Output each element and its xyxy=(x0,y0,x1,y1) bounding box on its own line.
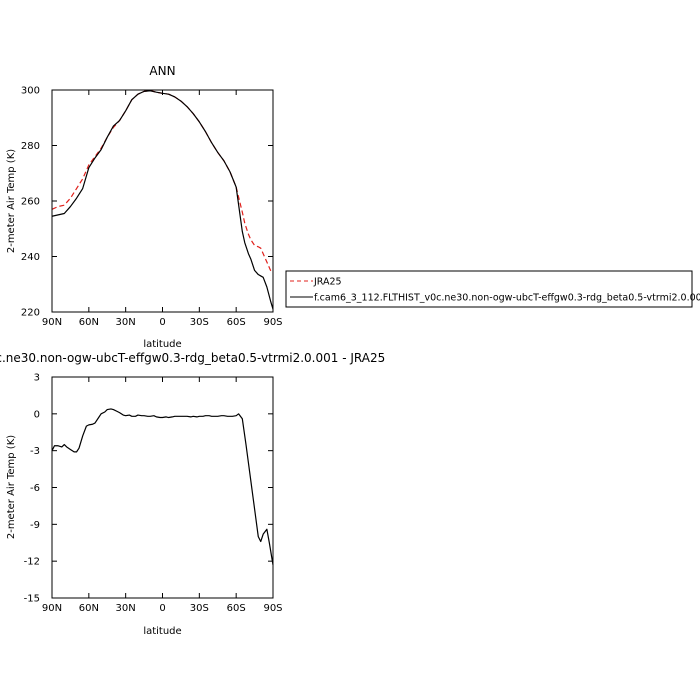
panel-1-x-tick-label: 90S xyxy=(263,317,282,328)
panel-1-x-axis-title: latitude xyxy=(143,339,181,350)
panel-2-x-tick-label: 30S xyxy=(190,603,209,614)
panel-1-series-line-2 xyxy=(51,90,274,310)
panel-2-y-tick-label: 3 xyxy=(34,373,40,384)
panel-1-y-tick-label: 260 xyxy=(21,197,40,208)
panel-2-x-tick-label: 90N xyxy=(42,603,62,614)
panel-2-x-axis-title: latitude xyxy=(143,626,181,637)
panel-1-x-tick-label: 30S xyxy=(190,317,209,328)
panel-2-x-tick-label: 90S xyxy=(263,603,282,614)
panel-1-x-tick-label: 90N xyxy=(42,317,62,328)
panel-2-x-tick-label: 60S xyxy=(227,603,246,614)
panel-2-x-tick-label: 60N xyxy=(79,603,99,614)
panel-2-y-tick-label: 0 xyxy=(34,409,40,420)
panel-1-y-tick-label: 300 xyxy=(21,86,40,97)
panel-1-frame xyxy=(51,89,274,313)
legend-label-jra25: JRA25 xyxy=(313,277,342,288)
panel-1-y-axis-title: 2-meter Air Temp (K) xyxy=(6,149,17,253)
panel-2-y-tick-label: -12 xyxy=(24,557,40,568)
panel-1-y-tick-label: 240 xyxy=(21,252,40,263)
panel-annual-temperature: ANN 90N 60N 30N 0 30S 60S 90S 220 240 260 280 300 l… xyxy=(6,64,700,350)
panel-2-series-line-1 xyxy=(51,408,274,565)
panel-2-plot-area: 90N 60N 30N 0 30S 60S 90S -15 -12 -9 -6 -3 0 3 xyxy=(24,373,283,615)
panel-1-title: ANN xyxy=(149,64,175,78)
panel-2-title: THIST_v0c.ne30.non-ogw-ubcT-effgw0.3-rdg… xyxy=(0,351,385,365)
panel-2-x-tick-label: 30N xyxy=(116,603,136,614)
panel-2-y-tick-label: -9 xyxy=(30,520,40,531)
panel-1-y-tick-label: 280 xyxy=(21,141,40,152)
legend: JRA25 f.cam6_3_112.FLTHIST_v0c.ne30.non-… xyxy=(285,270,700,308)
panel-2-frame xyxy=(51,376,274,599)
panel-2-y-tick-label: -6 xyxy=(30,483,40,494)
panel-1-y-tick-label: 220 xyxy=(21,308,40,319)
panel-2-y-tick-label: -3 xyxy=(30,446,40,457)
legend-label-model: f.cam6_3_112.FLTHIST_v0c.ne30.non-ogw-ub… xyxy=(314,293,700,304)
panel-1-plot-area: 90N 60N 30N 0 30S 60S 90S 220 240 260 280 300 xyxy=(21,86,283,329)
panel-1-x-tick-label: 0 xyxy=(159,317,165,328)
panel-2-y-axis-title: 2-meter Air Temp (K) xyxy=(6,435,17,539)
panel-1-x-tick-label: 60N xyxy=(79,317,99,328)
panel-difference: THIST_v0c.ne30.non-ogw-ubcT-effgw0.3-rdg… xyxy=(0,351,385,637)
legend-box xyxy=(285,270,693,308)
panel-2-x-tick-label: 0 xyxy=(159,603,165,614)
panel-2-y-tick-label: -15 xyxy=(24,594,40,605)
panel-1-x-tick-label: 60S xyxy=(227,317,246,328)
panel-1-x-tick-label: 30N xyxy=(116,317,136,328)
